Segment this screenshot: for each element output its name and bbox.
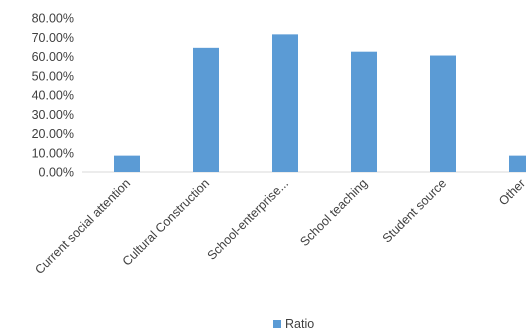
bar: [351, 51, 377, 172]
legend: Ratio: [273, 317, 314, 331]
bar: [430, 55, 456, 172]
bar: [114, 155, 140, 172]
bar-series: [114, 34, 526, 172]
x-category-label: Current social attention: [32, 176, 133, 277]
y-tick-label: 80.00%: [32, 12, 74, 26]
bar: [272, 34, 298, 172]
y-tick-label: 50.00%: [32, 69, 74, 83]
legend-swatch-ratio: [273, 320, 281, 328]
x-category-label: Student source: [380, 176, 449, 245]
x-category-label: Other: [496, 176, 526, 208]
y-tick-label: 70.00%: [32, 31, 74, 45]
y-tick-label: 10.00%: [32, 146, 74, 160]
x-category-label: Cultural Construction: [120, 176, 212, 268]
y-tick-label: 20.00%: [32, 127, 74, 141]
bar: [509, 155, 526, 172]
x-category-label: School-enterprise...: [205, 176, 292, 263]
x-category-label: School teaching: [297, 176, 370, 249]
y-axis-tick-labels: 0.00% 10.00% 20.00% 30.00% 40.00% 50.00% 60.00…: [32, 12, 74, 180]
y-tick-label: 0.00%: [39, 166, 74, 180]
y-tick-label: 30.00%: [32, 108, 74, 122]
bar: [193, 47, 219, 172]
y-tick-label: 40.00%: [32, 89, 74, 103]
legend-label-ratio: Ratio: [285, 317, 314, 331]
y-tick-label: 60.00%: [32, 50, 74, 64]
